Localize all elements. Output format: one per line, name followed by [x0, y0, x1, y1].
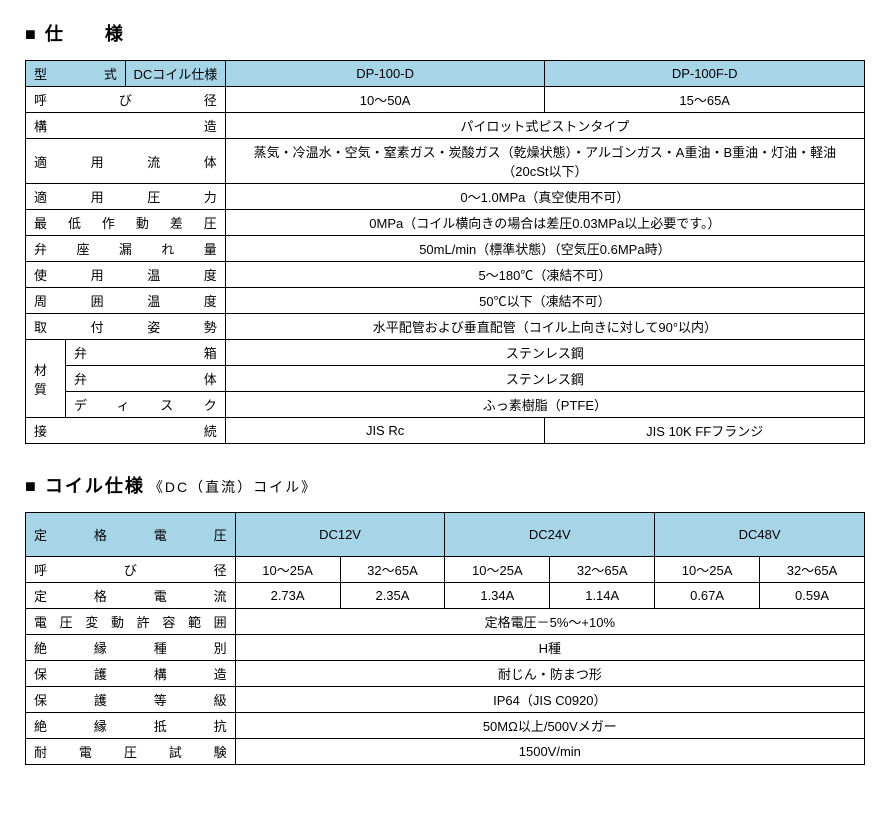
spec-title: ■ 仕 様 — [25, 20, 864, 46]
value-dp100fd-dia: 15～65A — [545, 87, 865, 113]
value-dc12-a-dia: 10～25A — [235, 557, 340, 583]
label-disc: ディスク — [65, 392, 225, 418]
coil-title-sub: 《DC（直流）コイル》 — [149, 479, 317, 495]
table-row: 最低作動差圧 0MPa（コイル横向きの場合は差圧0.03MPa以上必要です。） — [26, 210, 865, 236]
value-dc48b-cur: 0.59A — [760, 583, 865, 609]
value-dc24-a-dia: 10～25A — [445, 557, 550, 583]
header-dp100fd: DP-100F-D — [545, 61, 865, 87]
header-dc48: DC48V — [655, 513, 865, 557]
value-dc48a-cur: 0.67A — [655, 583, 760, 609]
value-pressure: 0～1.0MPa（真空使用不可） — [225, 184, 864, 210]
label-coil-dia: 呼び径 — [26, 557, 236, 583]
value-use-temp: 5～180℃（凍結不可） — [225, 262, 864, 288]
label-withstand: 耐電圧試験 — [26, 739, 236, 765]
value-conn-dp100d: JIS Rc — [225, 418, 545, 444]
label-nominal-dia: 呼び径 — [26, 87, 226, 113]
label-structure: 構造 — [26, 113, 226, 139]
header-model: 型 式 — [26, 61, 126, 87]
table-header-row: 型 式 DCコイル仕様 DP-100-D DP-100F-D — [26, 61, 865, 87]
table-row: 耐電圧試験 1500V/min — [26, 739, 865, 765]
value-prot-struct: 耐じん・防まつ形 — [235, 661, 864, 687]
value-dc24a-cur: 1.34A — [445, 583, 550, 609]
value-dc12a-cur: 2.73A — [235, 583, 340, 609]
value-fluid: 蒸気・冷温水・空気・窒素ガス・炭酸ガス（乾燥状態）・アルゴンガス・A重油・B重油… — [225, 139, 864, 184]
table-row: 取付姿勢 水平配管および垂直配管（コイル上向きに対して90°以内） — [26, 314, 865, 340]
value-conn-dp100fd: JIS 10K FFフランジ — [545, 418, 865, 444]
value-leakage: 50mL/min（標準状態）（空気圧0.6MPa時） — [225, 236, 864, 262]
label-mounting: 取付姿勢 — [26, 314, 226, 340]
value-dp100d-dia: 10～50A — [225, 87, 545, 113]
header-rated-voltage: 定格電圧 — [26, 513, 236, 557]
table-row: 弁座漏れ量 50mL/min（標準状態）（空気圧0.6MPa時） — [26, 236, 865, 262]
label-valve: 弁体 — [65, 366, 225, 392]
label-insul-res: 絶縁抵抗 — [26, 713, 236, 739]
coil-title-main: ■ コイル仕様 — [25, 476, 145, 496]
table-row: 使用温度 5～180℃（凍結不可） — [26, 262, 865, 288]
coil-table: 定格電圧 DC12V DC24V DC48V 呼び径 10～25A 32～65A… — [25, 512, 865, 765]
table-row: 構造 パイロット式ピストンタイプ — [26, 113, 865, 139]
value-dc48-a-dia: 10～25A — [655, 557, 760, 583]
value-dc24b-cur: 1.14A — [550, 583, 655, 609]
table-row: 保護構造 耐じん・防まつ形 — [26, 661, 865, 687]
value-dc48-b-dia: 32～65A — [760, 557, 865, 583]
label-prot-grade: 保護等級 — [26, 687, 236, 713]
value-ambient-temp: 50℃以下（凍結不可） — [225, 288, 864, 314]
value-dc24-b-dia: 32～65A — [550, 557, 655, 583]
table-row: 弁体 ステンレス鋼 — [26, 366, 865, 392]
value-disc: ふっ素樹脂（PTFE） — [225, 392, 864, 418]
label-material-group: 材質 — [26, 340, 66, 418]
label-connection: 接続 — [26, 418, 226, 444]
table-row: 電圧変動許容範囲 定格電圧－5%～+10% — [26, 609, 865, 635]
table-row: 定格電流 2.73A 2.35A 1.34A 1.14A 0.67A 0.59A — [26, 583, 865, 609]
value-body: ステンレス鋼 — [225, 340, 864, 366]
coil-title: ■ コイル仕様《DC（直流）コイル》 — [25, 472, 864, 498]
table-row: 接続 JIS Rc JIS 10K FFフランジ — [26, 418, 865, 444]
header-dc24: DC24V — [445, 513, 655, 557]
label-insul-class: 絶縁種別 — [26, 635, 236, 661]
label-body: 弁箱 — [65, 340, 225, 366]
value-min-diff: 0MPa（コイル横向きの場合は差圧0.03MPa以上必要です。） — [225, 210, 864, 236]
label-use-temp: 使用温度 — [26, 262, 226, 288]
value-mounting: 水平配管および垂直配管（コイル上向きに対して90°以内） — [225, 314, 864, 340]
spec-table: 型 式 DCコイル仕様 DP-100-D DP-100F-D 呼び径 10～50… — [25, 60, 865, 444]
value-withstand: 1500V/min — [235, 739, 864, 765]
label-min-diff: 最低作動差圧 — [26, 210, 226, 236]
table-row: 絶縁抵抗 50MΩ以上/500Vメガー — [26, 713, 865, 739]
value-voltage-tol: 定格電圧－5%～+10% — [235, 609, 864, 635]
table-row: ディスク ふっ素樹脂（PTFE） — [26, 392, 865, 418]
table-row: 適用流体 蒸気・冷温水・空気・窒素ガス・炭酸ガス（乾燥状態）・アルゴンガス・A重… — [26, 139, 865, 184]
label-prot-struct: 保護構造 — [26, 661, 236, 687]
label-leakage: 弁座漏れ量 — [26, 236, 226, 262]
header-dp100d: DP-100-D — [225, 61, 545, 87]
table-row: 絶縁種別 H種 — [26, 635, 865, 661]
value-valve: ステンレス鋼 — [225, 366, 864, 392]
label-voltage-tol: 電圧変動許容範囲 — [26, 609, 236, 635]
table-row: 呼び径 10～50A 15～65A — [26, 87, 865, 113]
table-row: 呼び径 10～25A 32～65A 10～25A 32～65A 10～25A 3… — [26, 557, 865, 583]
label-rated-current: 定格電流 — [26, 583, 236, 609]
value-insul-res: 50MΩ以上/500Vメガー — [235, 713, 864, 739]
value-dc12b-cur: 2.35A — [340, 583, 445, 609]
value-dc12-b-dia: 32～65A — [340, 557, 445, 583]
table-row: 周囲温度 50℃以下（凍結不可） — [26, 288, 865, 314]
table-row: 保護等級 IP64（JIS C0920） — [26, 687, 865, 713]
header-dc-coil: DCコイル仕様 — [125, 61, 225, 87]
header-dc12: DC12V — [235, 513, 445, 557]
value-insul-class: H種 — [235, 635, 864, 661]
value-structure: パイロット式ピストンタイプ — [225, 113, 864, 139]
table-header-row: 定格電圧 DC12V DC24V DC48V — [26, 513, 865, 557]
label-fluid: 適用流体 — [26, 139, 226, 184]
value-prot-grade: IP64（JIS C0920） — [235, 687, 864, 713]
label-pressure: 適用圧力 — [26, 184, 226, 210]
table-row: 適用圧力 0～1.0MPa（真空使用不可） — [26, 184, 865, 210]
label-ambient-temp: 周囲温度 — [26, 288, 226, 314]
table-row: 材質 弁箱 ステンレス鋼 — [26, 340, 865, 366]
